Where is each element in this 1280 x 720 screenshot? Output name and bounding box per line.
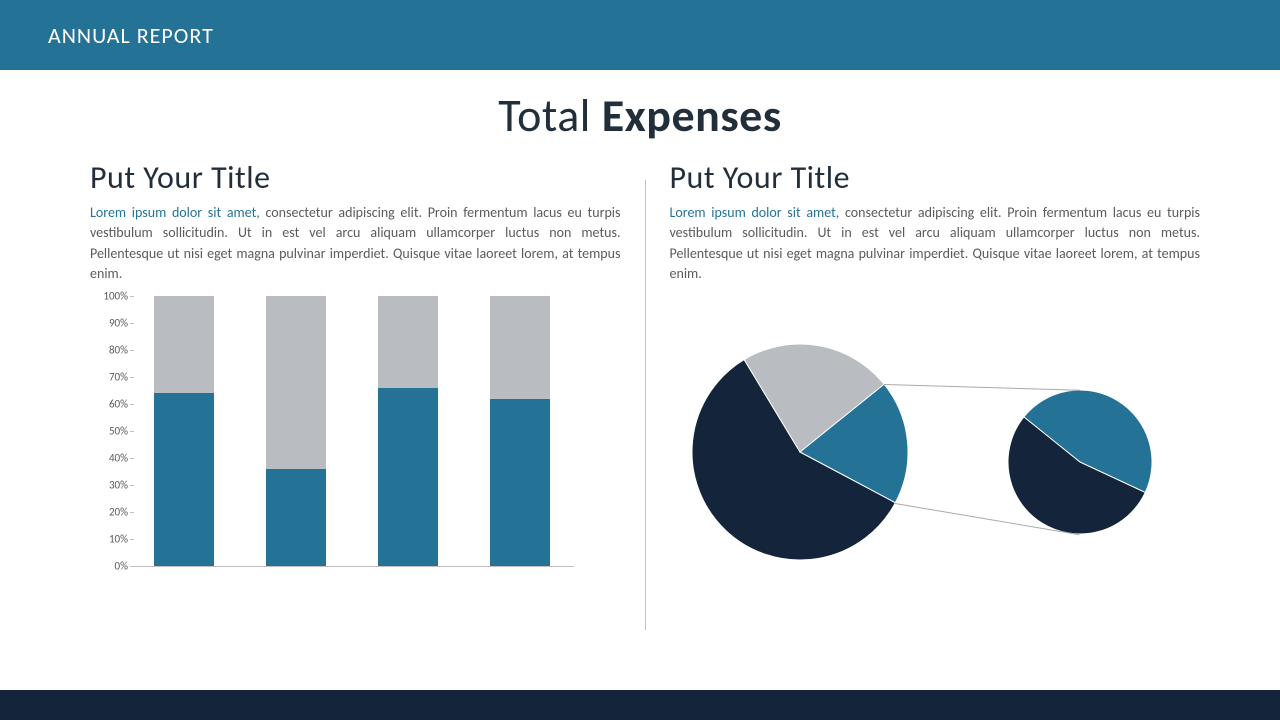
yaxis-tick-label: 40% xyxy=(90,452,128,465)
pie-svg xyxy=(690,342,910,562)
header-title: ANNUAL REPORT xyxy=(48,22,214,49)
bar-group xyxy=(154,296,214,566)
bar-group xyxy=(378,296,438,566)
yaxis-tick-label: 90% xyxy=(90,317,128,330)
yaxis-tick-label: 60% xyxy=(90,398,128,411)
yaxis-tick-label: 20% xyxy=(90,506,128,519)
bar-secondary xyxy=(490,296,550,399)
bar-primary xyxy=(266,469,326,566)
bar-primary xyxy=(154,393,214,566)
left-column: Put Your Title Lorem ipsum dolor sit ame… xyxy=(90,150,621,630)
yaxis-tick-label: 70% xyxy=(90,371,128,384)
page-title-light: Total xyxy=(498,88,601,144)
yaxis-tick-label: 10% xyxy=(90,533,128,546)
column-divider xyxy=(645,180,646,630)
footer-bar xyxy=(0,690,1280,720)
left-body-lead: Lorem ipsum dolor sit amet, xyxy=(90,204,260,221)
bar-primary xyxy=(490,399,550,566)
right-subtitle: Put Your Title xyxy=(670,158,1201,197)
right-body: Lorem ipsum dolor sit amet, consectetur … xyxy=(670,203,1201,284)
header-bar: ANNUAL REPORT xyxy=(0,0,1280,70)
yaxis-tick-label: 80% xyxy=(90,344,128,357)
bar-secondary xyxy=(266,296,326,469)
pie-charts: 8.23.22.61.41.2 xyxy=(670,312,1190,612)
yaxis-tick-label: 30% xyxy=(90,479,128,492)
right-column: Put Your Title Lorem ipsum dolor sit ame… xyxy=(670,150,1201,630)
yaxis-tick-label: 0% xyxy=(90,560,128,573)
bar-group xyxy=(490,296,550,566)
bar-chart: 100%90%80%70%60%50%40%30%20%10%0% xyxy=(90,296,590,596)
left-subtitle: Put Your Title xyxy=(90,158,621,197)
pie-svg xyxy=(1006,388,1154,536)
bar-secondary xyxy=(378,296,438,388)
yaxis-tick-label: 50% xyxy=(90,425,128,438)
left-body: Lorem ipsum dolor sit amet, consectetur … xyxy=(90,203,621,284)
bar-chart-plot xyxy=(134,296,574,567)
right-body-lead: Lorem ipsum dolor sit amet, xyxy=(670,204,840,221)
page-title-bold: Expenses xyxy=(602,88,782,144)
yaxis-tick-label: 100% xyxy=(90,290,128,303)
page-title: Total Expenses xyxy=(0,88,1280,144)
bar-secondary xyxy=(154,296,214,393)
bar-group xyxy=(266,296,326,566)
bar-chart-yaxis: 100%90%80%70%60%50%40%30%20%10%0% xyxy=(90,296,132,566)
bar-primary xyxy=(378,388,438,566)
content: Put Your Title Lorem ipsum dolor sit ame… xyxy=(0,150,1280,630)
